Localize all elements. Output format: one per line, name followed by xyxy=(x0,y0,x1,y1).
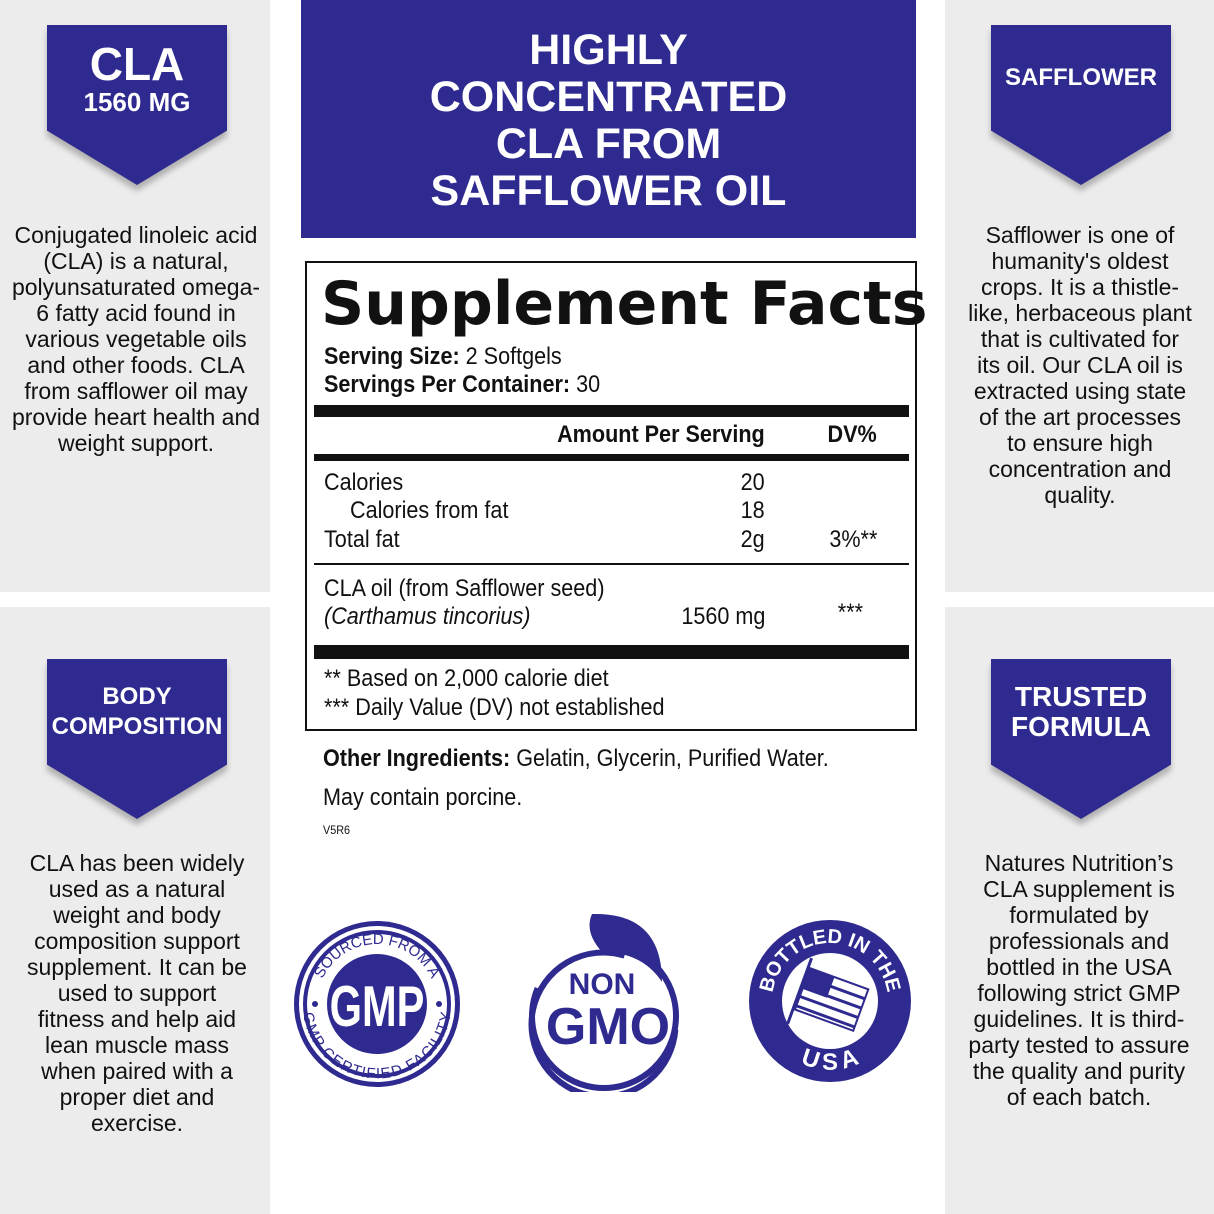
cla-banner: CLA 1560 MG xyxy=(47,25,227,185)
row-name: Total fat xyxy=(324,526,400,553)
body-composition-description: CLA has been widely used as a natural we… xyxy=(27,850,247,1136)
thin-divider xyxy=(314,563,909,565)
footnote: ** Based on 2,000 calorie diet xyxy=(324,665,609,692)
thick-divider xyxy=(314,405,909,417)
facts-title: Supplement Facts xyxy=(321,269,928,339)
non-gmo-badge: NON GMO xyxy=(528,913,679,1092)
row-amount: 18 xyxy=(740,497,765,524)
serving-size: Serving Size: 2 Softgels xyxy=(324,343,562,370)
footnote: *** Daily Value (DV) not established xyxy=(324,694,665,721)
cla-description: Conjugated linoleic acid (CLA) is a natu… xyxy=(11,222,261,456)
amount-header: Amount Per Serving xyxy=(557,421,765,448)
svg-text:GMP: GMP xyxy=(330,974,425,1038)
trusted-formula-banner: TRUSTED FORMULA xyxy=(991,659,1171,819)
cla-dv: *** xyxy=(837,599,863,626)
header-banner: HIGHLY CONCENTRATED CLA FROM SAFFLOWER O… xyxy=(301,0,916,238)
cla-latin: (Carthamus tincorius) xyxy=(324,603,531,630)
banner-line: COMPOSITION xyxy=(51,712,223,740)
row-amount: 2g xyxy=(740,526,765,553)
header-line: CLA FROM xyxy=(495,120,722,168)
banner-line: FORMULA xyxy=(1011,710,1151,742)
header-line: HIGHLY xyxy=(529,26,688,74)
header-line: SAFFLOWER OIL xyxy=(430,167,787,215)
other-ingredients: Other Ingredients: Gelatin, Glycerin, Pu… xyxy=(323,745,829,772)
svg-text:GMO: GMO xyxy=(546,998,670,1056)
divider xyxy=(314,454,909,461)
us-flag-icon xyxy=(786,957,870,1033)
banner-line: TRUSTED xyxy=(1014,680,1148,712)
porcine-note: May contain porcine. xyxy=(323,784,523,811)
bottled-in-usa-badge: BOTTLED IN THE USA xyxy=(749,920,911,1082)
thick-divider xyxy=(314,645,909,659)
safflower-description: Safflower is one of humanity's oldest cr… xyxy=(968,222,1192,508)
banner-title: CLA xyxy=(89,37,185,90)
svg-text:USA: USA xyxy=(798,1044,862,1076)
banner-subtitle: 1560 MG xyxy=(83,86,191,117)
supplement-facts-panel: Supplement Facts Serving Size: 2 Softgel… xyxy=(305,261,928,731)
gmp-badge: SOURCED FROM A GMP CERTIFIED FACILITY GM… xyxy=(294,921,460,1087)
cla-name: CLA oil (from Safflower seed) xyxy=(324,575,605,602)
trusted-formula-description: Natures Nutrition’s CLA supplement is fo… xyxy=(968,850,1190,1110)
row-amount: 20 xyxy=(740,469,765,496)
cla-amount: 1560 mg xyxy=(680,603,765,630)
header-line: CONCENTRATED xyxy=(429,73,788,121)
row-name: Calories from fat xyxy=(350,497,509,524)
servings-per-container: Servings Per Container: 30 xyxy=(324,371,601,398)
safflower-banner: SAFFLOWER xyxy=(991,25,1171,185)
row-name: Calories xyxy=(324,469,404,496)
dv-header: DV% xyxy=(827,421,877,448)
svg-text:NON: NON xyxy=(569,968,636,1001)
leaf-icon xyxy=(589,913,662,982)
body-composition-banner: BODY COMPOSITION xyxy=(47,659,227,819)
row-dv: 3%** xyxy=(828,526,877,553)
version-code: V5R6 xyxy=(323,823,351,837)
banner-title: SAFFLOWER xyxy=(1005,63,1157,91)
banner-line: BODY xyxy=(102,682,172,710)
